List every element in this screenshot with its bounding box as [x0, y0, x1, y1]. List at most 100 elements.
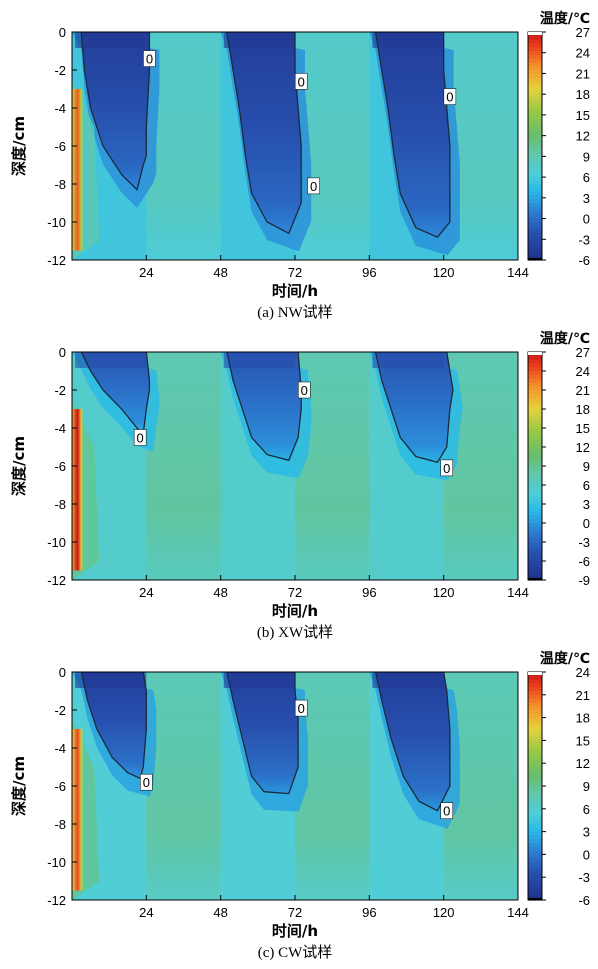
y-tick-label: 0: [59, 345, 66, 360]
colorbar-tick-label: 18: [576, 87, 590, 102]
colorbar-tick-label: 6: [583, 802, 590, 817]
colorbar-tick-label: 0: [583, 516, 590, 531]
warm-zone: [72, 89, 85, 251]
colorbar-tick-label: 3: [583, 825, 590, 840]
colorbar-tick-label: -3: [578, 232, 590, 247]
y-axis-title: 深度/cm: [10, 436, 28, 496]
contour-label: 0: [294, 73, 308, 90]
frozen-core: [223, 32, 295, 48]
zero-contour: [80, 32, 151, 191]
x-tick-label: 48: [213, 585, 227, 600]
colorbar-tick-label: -6: [578, 554, 590, 569]
colorbar: 27 24 21 18 15 12 9 6 3 0 -3 -6 -9 温度/℃: [527, 330, 590, 588]
frozen-core: [372, 672, 444, 688]
frozen-core: [372, 32, 444, 48]
y-axis-title: 深度/cm: [10, 756, 28, 816]
colorbar-tick-label: 12: [576, 756, 590, 771]
warm-zone: [72, 409, 85, 571]
y-tick-label: 0: [59, 665, 66, 680]
svg-text:0: 0: [298, 74, 305, 89]
x-tick-label: 72: [288, 265, 302, 280]
y-tick-label: -8: [54, 497, 66, 512]
svg-text:0: 0: [298, 701, 305, 716]
zero-contour: [226, 352, 302, 462]
colorbar: 24 21 18 15 12 9 6 3 0 -3 -6 温度/℃: [527, 650, 590, 908]
frozen-zone: [369, 672, 450, 811]
x-tick-label: 72: [288, 585, 302, 600]
thaw-band: [146, 672, 221, 900]
frozen-zone: [369, 32, 450, 238]
colorbar-tick-label: 3: [583, 191, 590, 206]
zero-contour: [226, 32, 302, 235]
y-tick-label: -10: [47, 855, 66, 870]
contour-label: 0: [443, 88, 457, 105]
y-tick-label: -12: [47, 253, 66, 268]
y-tick-label: -8: [54, 177, 66, 192]
svg-text:0: 0: [137, 431, 144, 446]
x-tick-label: 96: [362, 265, 376, 280]
frozen-zone: [72, 672, 147, 779]
colorbar-tick-label: 12: [576, 129, 590, 144]
colorbar-tick-label: 15: [576, 421, 590, 436]
y-axis-title: 深度/cm: [10, 116, 28, 176]
frozen-zone: [220, 352, 302, 461]
x-tick-label: 24: [139, 265, 153, 280]
svg-text:0: 0: [443, 804, 450, 819]
colorbar-tick-label: 15: [576, 108, 590, 123]
colorbar-tick-label: 9: [583, 149, 590, 164]
x-tick-label: 144: [507, 265, 529, 280]
frozen-core: [75, 352, 147, 368]
zero-contour: [374, 672, 451, 812]
x-tick-label: 48: [213, 905, 227, 920]
zero-contour: [80, 672, 147, 780]
temperature-field: [72, 32, 518, 260]
svg-text:0: 0: [301, 383, 308, 398]
temperature-field: [72, 672, 518, 900]
y-tick-label: -6: [54, 779, 66, 794]
x-tick-label: 144: [507, 585, 529, 600]
x-tick-label: 120: [433, 905, 455, 920]
y-tick-label: -2: [54, 383, 66, 398]
colorbar-tick-label: 6: [583, 170, 590, 185]
x-tick-label: 144: [507, 905, 529, 920]
y-tick-label: -4: [54, 101, 66, 116]
x-tick-label: 120: [433, 265, 455, 280]
colorbar: 27 24 21 18 15 12 9 6 3 0 -3 -6 温度/℃: [527, 10, 590, 268]
y-tick-label: -6: [54, 459, 66, 474]
x-tick-label: 96: [362, 585, 376, 600]
x-tick-label: 72: [288, 905, 302, 920]
temperature-field: [72, 352, 518, 580]
x-axis-title: 时间/h: [272, 282, 318, 300]
frozen-zone: [72, 352, 150, 434]
svg-text:0: 0: [446, 90, 453, 105]
x-tick-label: 24: [139, 905, 153, 920]
zero-contour: [374, 352, 454, 463]
contour-label: 0: [143, 50, 156, 67]
x-tick-label: 96: [362, 905, 376, 920]
frozen-core: [75, 32, 147, 48]
contour-label: 0: [307, 177, 320, 195]
colorbar-tick-label: 24: [576, 46, 590, 61]
x-axis-title: 时间/h: [272, 602, 318, 620]
y-tick-label: -12: [47, 573, 66, 588]
frozen-core: [372, 352, 444, 368]
colorbar-tick-label: 12: [576, 440, 590, 455]
y-tick-label: -4: [54, 741, 66, 756]
contour-label: 0: [140, 773, 153, 791]
y-tick-label: -12: [47, 893, 66, 908]
svg-text:0: 0: [310, 179, 317, 194]
colorbar-tick-label: 21: [576, 383, 590, 398]
contour-label: 0: [440, 459, 454, 477]
colorbar-tick-label: 27: [576, 345, 590, 360]
colorbar-title: 温度/℃: [540, 330, 590, 347]
y-tick-label: -2: [54, 63, 66, 78]
colorbar-tick-label: 27: [576, 25, 590, 40]
frozen-zone: [220, 32, 302, 234]
y-tick-label: -2: [54, 703, 66, 718]
colorbar-tick-label: -3: [578, 870, 590, 885]
frozen-zone: [369, 352, 453, 463]
contour-label: 0: [133, 429, 147, 446]
